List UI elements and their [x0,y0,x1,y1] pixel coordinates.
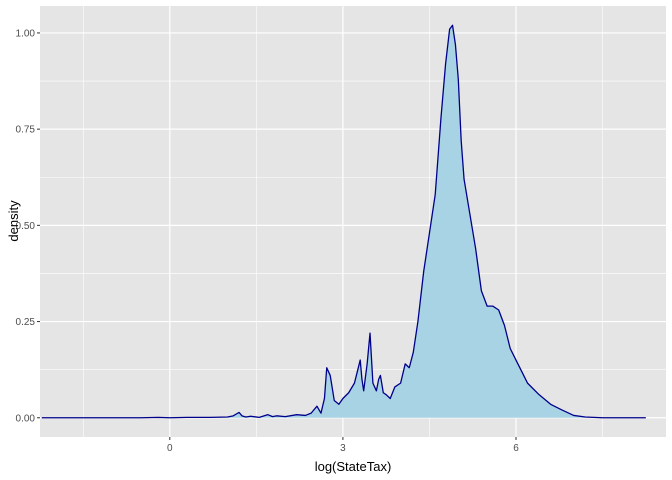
y-axis: 0.00 0.25 0.50 0.75 1.00 [16,28,40,424]
y-tick-label: 0.00 [16,413,36,424]
y-axis-title: density [6,200,21,242]
x-tick-label: 3 [340,443,346,454]
x-tick-label: 0 [167,443,173,454]
density-line [41,24,646,419]
x-axis-title: log(StateTax) [315,459,392,474]
y-tick-label: 0.50 [16,221,36,232]
x-tick-label: 6 [513,443,519,454]
y-tick-label: 1.00 [16,28,36,39]
grid-minor [40,6,666,437]
density-area [41,25,646,418]
x-axis: 0 3 6 [167,437,519,454]
y-tick-label: 0.75 [16,125,36,136]
plot-panel [40,6,666,437]
y-tick-label: 0.25 [16,317,36,328]
